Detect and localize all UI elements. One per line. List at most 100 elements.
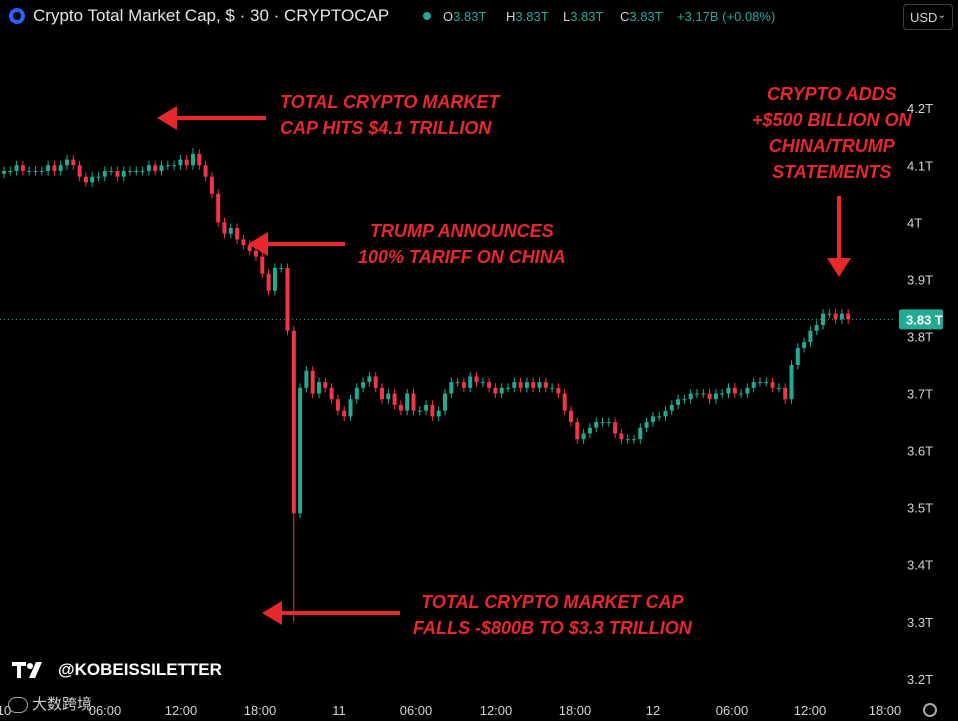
candle-body <box>254 250 258 257</box>
candle-body <box>159 165 164 171</box>
y-tick-label: 3.6T <box>907 444 933 459</box>
candle-body <box>814 325 819 331</box>
candle-body <box>764 382 769 384</box>
candle-body <box>537 382 542 388</box>
candle-body <box>172 165 177 167</box>
candle-body <box>153 165 158 171</box>
candle-body <box>682 399 687 401</box>
candle-body <box>209 176 214 194</box>
ohlc-change: +3.17B (+0.08%) <box>677 9 776 24</box>
x-tick-label: 06:00 <box>400 703 433 718</box>
chevron-down-icon: ⌄ <box>937 10 946 21</box>
candle-body <box>493 387 498 394</box>
candle-body <box>392 393 397 405</box>
annotation-tariff: TRUMP ANNOUNCES 100% TARIFF ON CHINA <box>358 221 566 267</box>
candle-body <box>398 404 403 411</box>
candle-body <box>247 245 252 251</box>
candle-body <box>644 422 649 428</box>
time-axis: 10 06:00 12:00 18:00 11 06:00 12:00 18:00 12 06:0… <box>0 703 937 718</box>
candle-body <box>184 159 189 166</box>
candle-body <box>613 422 618 434</box>
candle-body <box>33 170 38 172</box>
y-tick-label: 3.3T <box>907 615 933 630</box>
candle-body <box>354 387 359 400</box>
ohlc-open: O3.83T <box>443 9 487 24</box>
candle-body <box>317 382 321 394</box>
candle-body <box>688 393 693 400</box>
arrow-head <box>262 601 282 625</box>
candle-body <box>676 399 681 405</box>
candle-body <box>115 170 120 177</box>
candle-body <box>461 382 466 388</box>
currency-label: USD <box>910 10 938 25</box>
x-tick-label: 18:00 <box>244 703 277 718</box>
candle-body <box>109 170 114 172</box>
candle-body <box>606 422 611 424</box>
candle-body <box>600 422 605 424</box>
currency-select[interactable]: USD ⌄ <box>903 4 953 30</box>
candle-body <box>562 393 567 411</box>
x-tick-label: 12:00 <box>165 703 198 718</box>
candle-body <box>128 170 132 172</box>
tradingview-logo-icon <box>12 662 42 678</box>
y-tick-label: 3.8T <box>907 329 933 344</box>
candle-body <box>27 170 32 172</box>
x-tick-label: 11 <box>332 703 346 718</box>
candle-body <box>71 159 76 166</box>
candle-body <box>386 393 391 400</box>
candle-body <box>235 228 240 240</box>
candle-body <box>550 387 555 389</box>
x-tick-label: 12:00 <box>480 703 513 718</box>
candle-body <box>77 165 82 177</box>
candle-body <box>795 347 800 365</box>
gear-icon <box>923 703 937 717</box>
candle-body <box>663 410 668 417</box>
candle-body <box>499 387 504 394</box>
candle-body <box>266 273 271 291</box>
annotation-recovery: CRYPTO ADDS +$500 BILLION ON CHINA/TRUMP S… <box>752 84 912 182</box>
annotation-4-1-trillion: TOTAL CRYPTO MARKET CAP HITS $4.1 TRILLIO… <box>280 92 500 138</box>
candle-body <box>405 393 410 411</box>
candle-body <box>751 382 756 388</box>
candle-body <box>373 376 378 388</box>
candle-body <box>455 382 460 384</box>
candle-body <box>411 393 416 411</box>
candle-body <box>424 404 429 411</box>
candle-body <box>745 387 750 394</box>
x-tick-label: 06:00 <box>716 703 749 718</box>
candle-body <box>619 433 624 440</box>
candle-body <box>436 410 441 417</box>
candle-body <box>833 313 838 320</box>
symbol-title[interactable]: Crypto Total Market Cap, $ · 30 · CRYPTO… <box>33 6 390 25</box>
candle-body <box>638 427 643 440</box>
x-tick-label: 06:00 <box>89 703 122 718</box>
candle-body <box>802 342 807 348</box>
x-tick-label: 10 <box>0 703 11 718</box>
candles-layer <box>0 148 896 622</box>
candle-body <box>480 382 485 384</box>
candle-body <box>102 170 107 177</box>
y-tick-label: 3.9T <box>907 272 933 287</box>
candle-body <box>8 170 13 172</box>
candle-body <box>58 165 63 171</box>
y-tick-label: 3.7T <box>907 387 933 402</box>
candle-body <box>575 422 580 440</box>
candle-body <box>20 165 25 171</box>
candle-body <box>581 433 586 440</box>
candle-body <box>203 165 208 177</box>
candle-body <box>707 393 712 400</box>
y-tick-label: 3.2T <box>907 672 933 687</box>
candle-body <box>518 382 523 388</box>
candle-body <box>468 376 473 388</box>
candle-body <box>758 382 762 384</box>
candle-body <box>808 330 813 343</box>
candle-body <box>417 410 422 412</box>
ohlc-low: L3.83T <box>563 9 604 24</box>
candle-body <box>556 387 561 394</box>
ohlc-high: H3.83T <box>506 9 549 24</box>
candle-body <box>506 387 510 389</box>
candle-body <box>650 416 655 423</box>
y-tick-label: 3.4T <box>907 558 933 573</box>
candle-body <box>222 222 227 234</box>
